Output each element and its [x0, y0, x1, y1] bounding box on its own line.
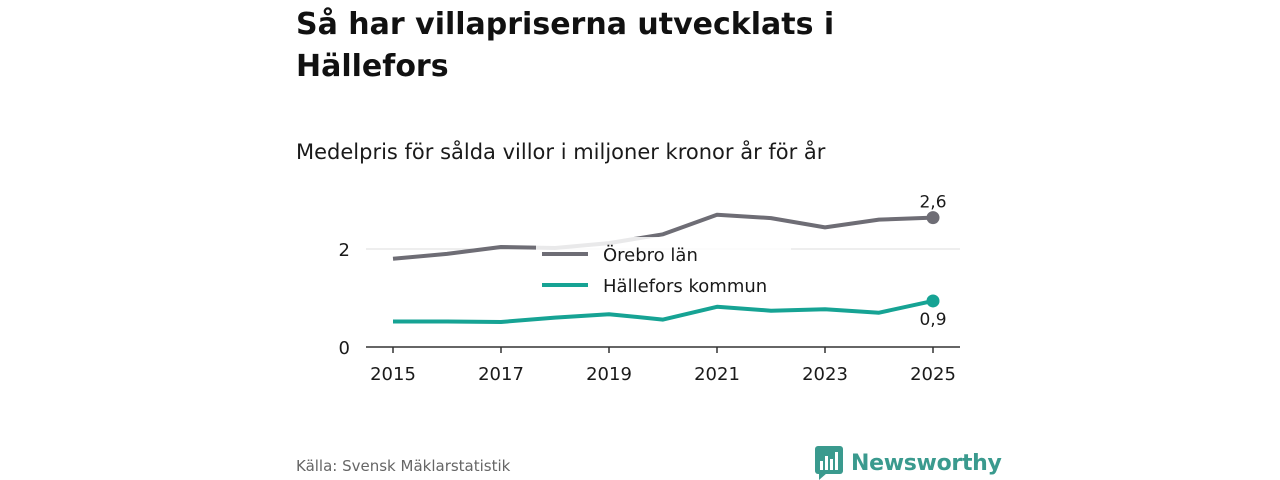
brand-logo[interactable]: Newsworthy	[815, 446, 1002, 480]
series-line	[393, 298, 934, 324]
x-tick-label: 2015	[370, 364, 416, 385]
source-note: Källa: Svensk Mäklarstatistik	[296, 457, 511, 475]
chart-title: Så har villapriserna utvecklats i Hällef…	[296, 7, 835, 84]
line-layer	[392, 211, 940, 324]
x-tick-label: 2017	[478, 364, 524, 385]
series-end-label: 0,9	[919, 310, 946, 330]
legend: Örebro län Hällefors kommun	[536, 237, 791, 299]
newsworthy-bar-chart-icon	[815, 446, 843, 480]
series-line	[392, 212, 934, 261]
legend-background	[536, 237, 791, 299]
x-tick-label: 2025	[910, 364, 956, 385]
axis-layer: 0 2 2015 2017 2019 2021 2023 2025	[339, 240, 960, 385]
label-layer: 2,6 0,9	[919, 193, 946, 330]
y-tick-label: 0	[339, 338, 350, 359]
series-end-marker	[926, 294, 940, 308]
x-tick-label: 2021	[694, 364, 740, 385]
x-tick-label: 2023	[802, 364, 848, 385]
legend-label: Hällefors kommun	[603, 276, 767, 297]
line-chart: Örebro län Hällefors kommun 0 2 2015 2017 201…	[339, 193, 960, 385]
brand-name: Newsworthy	[851, 450, 1002, 476]
x-tick-label: 2019	[586, 364, 632, 385]
y-tick-label: 2	[339, 240, 350, 261]
legend-label: Örebro län	[603, 244, 698, 266]
series-end-label: 2,6	[919, 193, 946, 213]
chart-subtitle: Medelpris för sålda villor i miljoner kr…	[296, 140, 826, 164]
series-end-marker	[926, 211, 940, 225]
